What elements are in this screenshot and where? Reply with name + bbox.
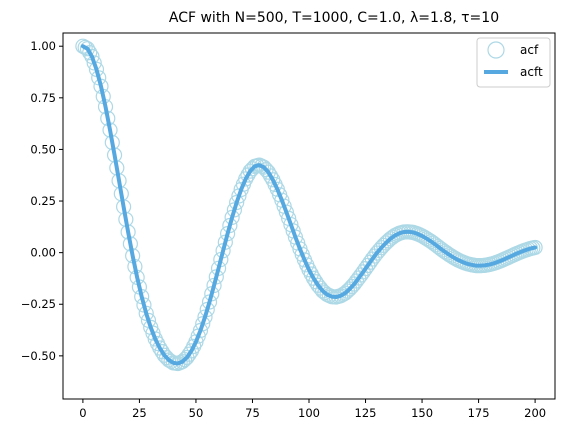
y-tick-label: −0.25 xyxy=(21,297,56,311)
acf-point xyxy=(195,316,211,332)
acf-point xyxy=(199,301,215,318)
acf-point xyxy=(235,176,252,192)
legend-acft-label: acft xyxy=(520,65,543,79)
acf-point xyxy=(439,245,455,261)
acf-point xyxy=(82,45,98,61)
acf-point xyxy=(443,248,460,264)
x-tick-label: 125 xyxy=(355,406,377,420)
x-tick-label: 0 xyxy=(79,406,86,420)
acf-point xyxy=(299,257,315,273)
acf-point xyxy=(145,325,161,341)
acf-point xyxy=(86,55,102,71)
acf-point xyxy=(335,286,351,303)
legend-box xyxy=(476,37,551,88)
acf-point xyxy=(416,229,432,245)
x-tick-label: 100 xyxy=(298,406,320,420)
chart-title: ACF with N=500, T=1000, C=1.0, λ=1.8, τ=… xyxy=(169,10,499,26)
x-tick-label: 175 xyxy=(468,406,490,420)
y-tick-label: −0.50 xyxy=(21,349,56,363)
acf-point xyxy=(158,350,175,366)
y-axis: −0.50 −0.25 0.00 0.25 0.50 0.75 1.00 xyxy=(21,39,63,363)
acf-point xyxy=(290,235,306,251)
y-tick-label: 0.25 xyxy=(30,194,56,208)
x-tick-label: 150 xyxy=(411,406,433,420)
acft-line xyxy=(80,44,538,366)
acf-point xyxy=(366,248,383,264)
legend: acf acft xyxy=(476,37,551,88)
acf-point xyxy=(226,202,242,218)
acf-point xyxy=(376,237,392,253)
y-tick-label: 0.75 xyxy=(30,91,56,105)
plot-frame xyxy=(62,32,556,400)
acf-point xyxy=(312,280,328,296)
acf-point xyxy=(272,187,288,203)
acf-point xyxy=(385,229,401,245)
y-tick-label: 1.00 xyxy=(30,39,56,53)
y-tick-label: 0.00 xyxy=(30,246,56,260)
acf-point xyxy=(303,266,319,282)
x-tick-label: 75 xyxy=(245,406,260,420)
acf-point xyxy=(177,351,193,368)
acf-point xyxy=(371,242,387,258)
acf-point xyxy=(197,309,213,325)
acf-point xyxy=(344,278,360,295)
acf-point xyxy=(149,335,166,352)
x-axis: 0 25 50 75 100 125 150 175 200 xyxy=(79,399,546,420)
acf-point xyxy=(267,176,283,193)
acf-point xyxy=(186,338,202,354)
x-tick-label: 25 xyxy=(132,406,147,420)
x-tick-label: 200 xyxy=(524,406,546,420)
x-tick-label: 50 xyxy=(189,406,204,420)
acf-point xyxy=(262,168,279,184)
acf-point xyxy=(77,39,93,56)
acf-point xyxy=(294,246,310,262)
legend-acf-marker xyxy=(487,41,505,59)
plot-area xyxy=(75,38,543,372)
y-tick-label: 0.50 xyxy=(30,142,56,156)
acf-point xyxy=(339,283,356,299)
acf-point xyxy=(79,41,96,57)
acf-point xyxy=(181,346,197,362)
legend-acf-label: acf xyxy=(520,43,539,57)
